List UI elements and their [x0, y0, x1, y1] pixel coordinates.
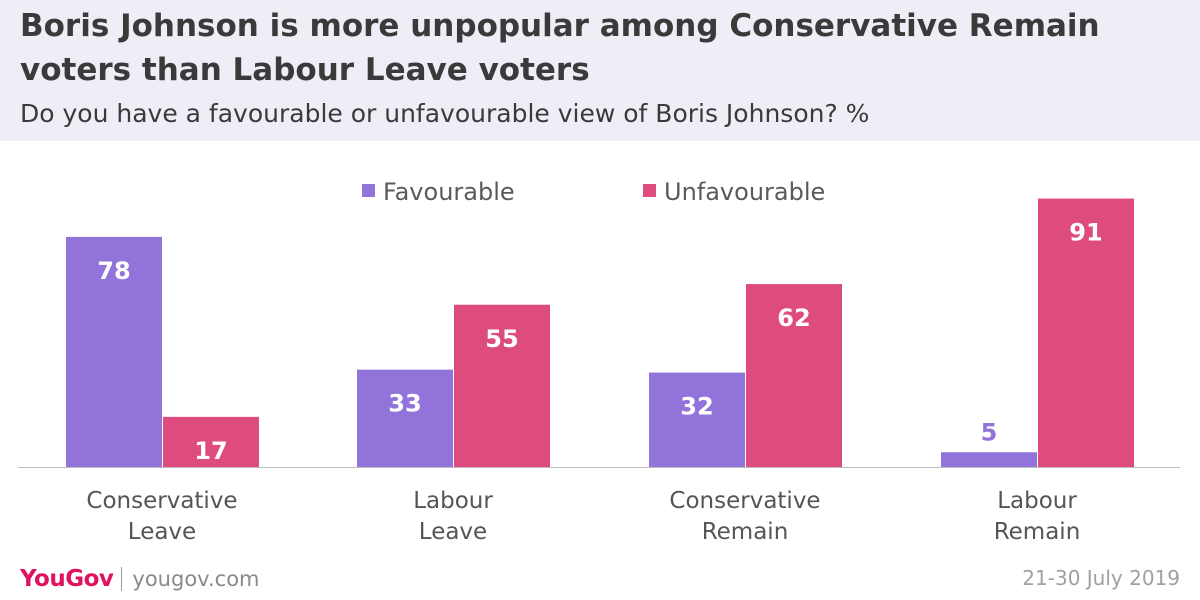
value-label-unfavourable-3: 91 [1069, 219, 1102, 247]
bar-unfavourable-0 [163, 416, 259, 467]
value-label-unfavourable-0: 17 [194, 437, 227, 465]
bar-favourable-0 [66, 236, 162, 467]
value-label-favourable-2: 32 [680, 393, 713, 421]
footer-brand: YouGov yougov.com [20, 564, 260, 594]
category-label-0-line-0: Conservative [86, 488, 237, 514]
bar-unfavourable-2 [746, 284, 842, 467]
footer-divider [121, 567, 123, 591]
bar-favourable-1 [357, 369, 453, 467]
category-label-0-line-1: Leave [128, 519, 196, 545]
bar-favourable-3 [941, 452, 1037, 467]
legend-swatch-favourable [362, 184, 375, 197]
category-label-3-line-1: Remain [994, 519, 1081, 545]
category-label-2-line-0: Conservative [669, 488, 820, 514]
category-label-2-line-1: Remain [702, 519, 789, 545]
legend-label-favourable: Favourable [383, 178, 515, 206]
bar-unfavourable-1 [454, 304, 550, 467]
legend-swatch-unfavourable [643, 184, 656, 197]
chart-title: Boris Johnson is more unpopular among Co… [20, 8, 1100, 88]
value-label-favourable-0: 78 [97, 257, 130, 285]
chart-header: Boris Johnson is more unpopular among Co… [0, 0, 1200, 141]
legend-label-unfavourable: Unfavourable [664, 178, 825, 206]
survey-date: 21-30 July 2019 [1022, 566, 1180, 590]
category-label-1-line-1: Leave [419, 519, 487, 545]
yougov-logo: YouGov [20, 566, 114, 592]
chart-subtitle: Do you have a favourable or unfavourable… [20, 99, 870, 128]
website-label: yougov.com [132, 567, 260, 591]
category-label-3-line-0: Labour [997, 488, 1077, 514]
bar-unfavourable-3 [1038, 198, 1134, 468]
bar-chart: Favourable Unfavourable 78 17 Conservative Le… [18, 178, 1180, 545]
value-label-favourable-1: 33 [388, 390, 421, 418]
value-label-unfavourable-1: 55 [485, 325, 518, 353]
value-label-unfavourable-2: 62 [777, 304, 810, 332]
category-label-1-line-0: Labour [413, 488, 493, 514]
value-label-favourable-3: 5 [981, 418, 998, 446]
bar-favourable-2 [649, 372, 745, 467]
